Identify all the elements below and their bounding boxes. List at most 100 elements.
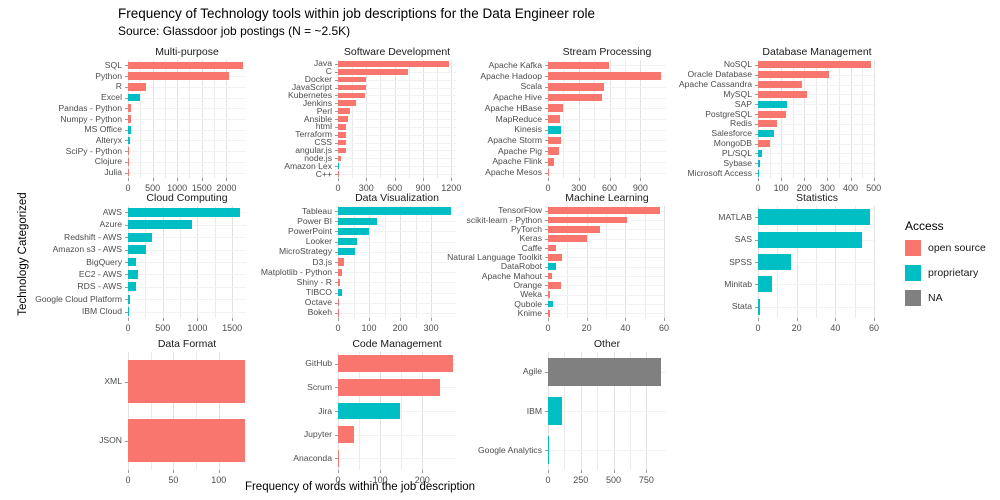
category-label: Apache Mesos: [485, 167, 542, 178]
x-tick-mark: [162, 318, 164, 321]
category-label: Orange: [513, 279, 542, 290]
x-tick-label: 40: [620, 323, 631, 333]
x-tick-label: 2000: [216, 183, 237, 193]
y-tick-mark: [125, 65, 128, 67]
y-tick-mark: [545, 229, 548, 231]
gridline-row: [548, 161, 666, 163]
gridline-row: [128, 86, 246, 88]
x-tick-mark: [369, 318, 371, 321]
x-tick-label: 20: [581, 323, 592, 333]
bar: [338, 155, 342, 162]
x-tick-mark: [338, 318, 339, 321]
legend-entry[interactable]: NA: [905, 290, 986, 306]
y-tick-mark: [335, 251, 338, 253]
y-tick-mark: [545, 266, 548, 268]
category-label: Power BI: [297, 215, 332, 226]
bar: [548, 93, 602, 102]
y-tick-mark: [335, 211, 338, 213]
legend-entry[interactable]: proprietary: [905, 265, 986, 281]
gridline-row: [758, 284, 876, 286]
y-tick-mark: [545, 294, 548, 296]
x-tick-label: 100: [211, 475, 227, 485]
y-tick-mark: [545, 65, 548, 67]
x-tick-label: 1500: [191, 183, 212, 193]
y-tick-mark: [545, 140, 548, 142]
category-label: Jenkins: [302, 97, 332, 108]
category-label: Jupyter: [303, 429, 332, 440]
y-tick-mark: [545, 411, 548, 412]
y-tick-mark: [335, 174, 338, 176]
y-tick-mark: [755, 284, 758, 286]
facet-plot-inner: [548, 60, 666, 178]
y-tick-mark: [335, 302, 338, 304]
category-label: Excel: [100, 92, 122, 103]
category-label: BigQuery: [86, 256, 122, 267]
x-tick-mark: [177, 178, 179, 181]
bar: [128, 72, 230, 80]
x-tick-mark: [400, 318, 402, 321]
x-tick-mark: [640, 178, 642, 181]
y-tick-mark: [125, 119, 128, 120]
gridline-row: [338, 158, 456, 160]
y-tick-mark: [335, 111, 338, 113]
bar: [338, 237, 358, 246]
y-tick-mark: [335, 142, 338, 144]
gridline-row: [338, 142, 456, 144]
bar: [548, 168, 550, 177]
gridline-major: [548, 206, 549, 318]
x-tick-mark: [664, 318, 666, 321]
y-tick-mark: [335, 134, 338, 136]
gridline-row: [758, 123, 876, 125]
bar: [548, 244, 556, 252]
legend: Access open source proprietary NA: [905, 219, 986, 315]
gridline-minor: [644, 206, 646, 318]
category-label: DataRobot: [500, 261, 542, 272]
facet-plot-area: [548, 206, 666, 318]
gridline-row: [548, 257, 666, 259]
category-label: Docker: [304, 74, 332, 85]
y-tick-mark: [545, 371, 548, 373]
gridline-row: [548, 266, 666, 268]
x-tick-label: 400: [843, 183, 859, 193]
chart-title: Frequency of Technology tools within job…: [118, 6, 596, 21]
legend-entry[interactable]: open source: [905, 240, 986, 256]
x-tick-mark: [338, 178, 339, 181]
facet-plot-inner: [758, 60, 876, 178]
x-tick-mark: [366, 178, 368, 181]
gridline-row: [128, 151, 246, 153]
x-tick-label: 200: [392, 323, 408, 333]
y-tick-mark: [125, 381, 128, 383]
gridline-major: [173, 352, 175, 470]
y-tick-mark: [125, 237, 128, 239]
gridline-row: [338, 458, 456, 460]
facet-plot-inner: [128, 352, 246, 470]
x-tick-label: 0: [125, 323, 131, 333]
category-label: SAS: [734, 234, 752, 245]
category-label: NoSQL: [723, 59, 752, 70]
x-tick-label: 0: [755, 323, 761, 333]
bar: [758, 90, 808, 98]
gridline-row: [128, 274, 246, 276]
y-tick-mark: [545, 248, 548, 249]
facet-strip-label: Machine Learning: [565, 192, 649, 204]
y-tick-mark: [125, 108, 128, 110]
x-tick-mark: [625, 318, 627, 321]
gridline-row: [338, 111, 456, 113]
gridline-row: [338, 272, 456, 274]
facet-plot-inner: [338, 60, 456, 178]
gridline-major: [873, 60, 875, 178]
bar: [338, 227, 370, 236]
y-tick-mark: [125, 140, 128, 142]
bar: [548, 136, 562, 145]
bar: [548, 281, 561, 289]
y-tick-mark: [125, 311, 128, 313]
x-tick-label: 100: [773, 183, 789, 193]
category-label: PostgreSQL: [705, 108, 752, 119]
category-label: EC2 - AWS: [78, 268, 122, 279]
category-label: Apache Cassandra: [678, 79, 752, 90]
x-tick-label: 600: [387, 183, 403, 193]
y-tick-mark: [125, 249, 128, 251]
bar: [548, 147, 560, 156]
gridline-major: [758, 60, 759, 178]
